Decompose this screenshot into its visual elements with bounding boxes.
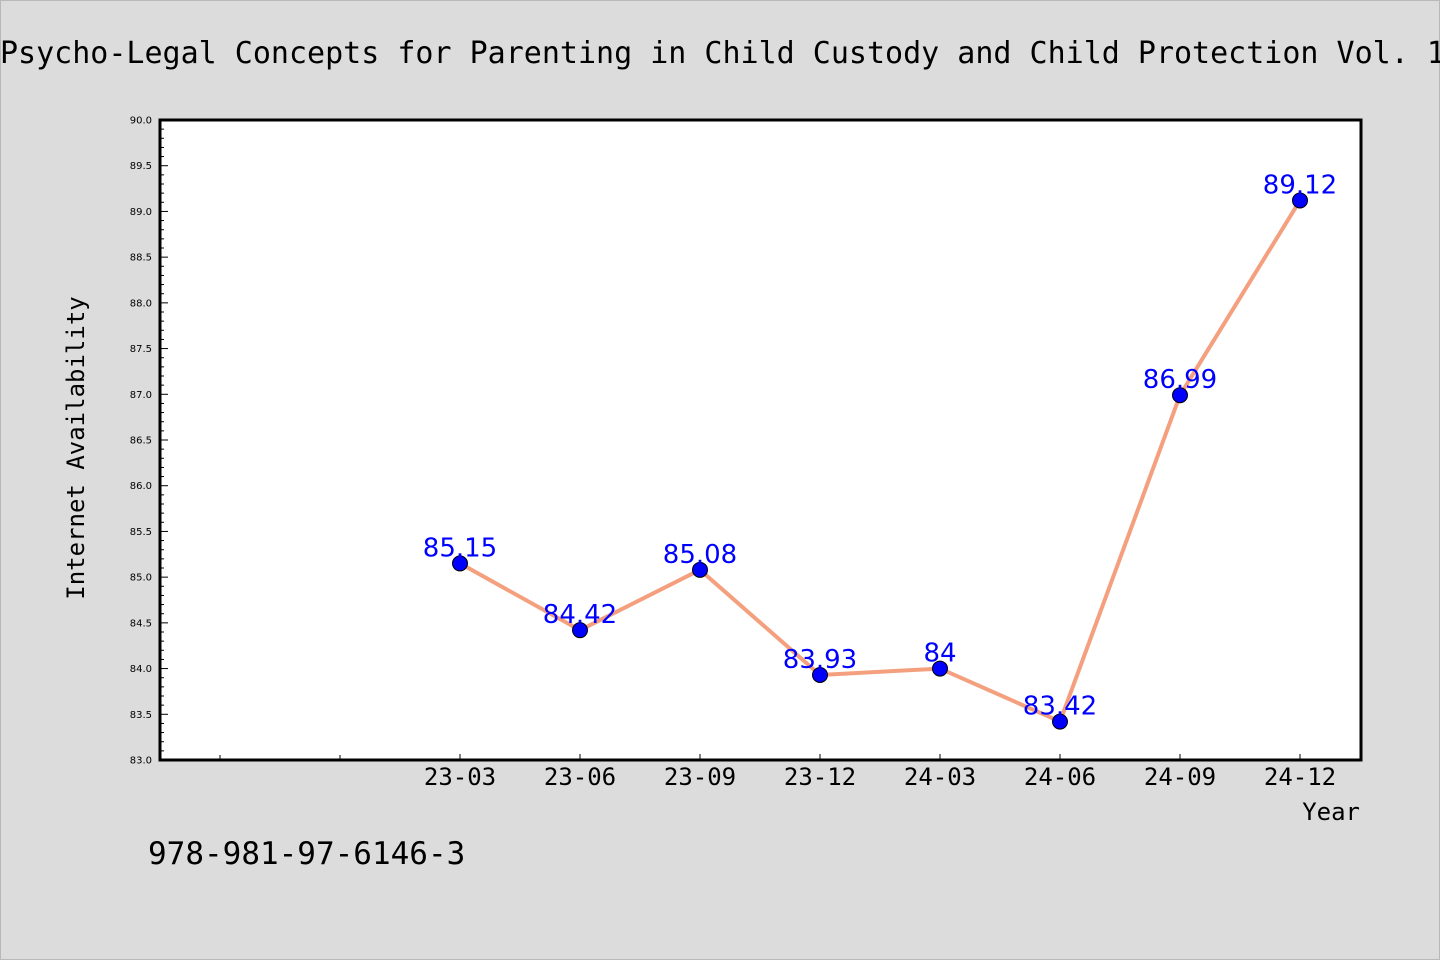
x-tick-label: 23-06 xyxy=(544,763,616,791)
y-tick-label: 88.0 xyxy=(130,298,152,309)
x-tick-label: 23-09 xyxy=(664,763,736,791)
y-tick-label: 87.5 xyxy=(130,344,152,355)
y-tick-label: 83.5 xyxy=(130,710,152,721)
chart-title: Psycho-Legal Concepts for Parenting in C… xyxy=(0,36,1440,71)
data-label: 83.93 xyxy=(783,645,857,675)
y-tick-label: 90.0 xyxy=(130,116,152,127)
data-point-marker xyxy=(1292,192,1308,209)
data-label: 84.42 xyxy=(543,600,617,630)
data-point-marker xyxy=(812,666,828,683)
data-point-marker xyxy=(452,555,468,572)
y-tick-label: 84.5 xyxy=(130,618,152,629)
x-axis: 23-03 23-06 23-09 23-12 24-03 24-06 24-09 24-12 xyxy=(219,754,1336,791)
y-tick-label: 89.5 xyxy=(130,161,152,172)
x-axis-label: Year xyxy=(1302,798,1360,826)
y-tick-label: 85.5 xyxy=(130,527,152,538)
y-tick-label: 84.0 xyxy=(130,664,152,675)
y-tick-label: 85.0 xyxy=(130,573,152,584)
data-label: 83.42 xyxy=(1023,692,1097,722)
data-point-marker xyxy=(1172,387,1188,404)
data-point-marker xyxy=(1052,713,1068,730)
data-label: 89.12 xyxy=(1263,170,1337,200)
x-tick-label: 24-03 xyxy=(904,763,976,791)
data-label: 85.08 xyxy=(663,540,737,570)
x-tick-label: 23-03 xyxy=(424,763,496,791)
x-tick-label: 23-12 xyxy=(784,763,856,791)
x-tick-label: 24-12 xyxy=(1264,763,1336,791)
y-tick-label: 83.0 xyxy=(130,756,152,767)
y-tick-label: 88.5 xyxy=(130,253,152,264)
y-tick-label: 86.0 xyxy=(130,481,152,492)
data-label: 85.15 xyxy=(423,533,497,563)
y-axis-label: Internet Availability xyxy=(62,296,90,599)
series-layer: 85.15 84.42 85.08 83.93 84 83.42 86.99 89.12 xyxy=(423,170,1337,730)
plot-area xyxy=(158,118,1363,762)
x-tick-label: 24-06 xyxy=(1024,763,1096,791)
y-tick-label: 89.0 xyxy=(130,207,152,218)
data-point-marker xyxy=(692,561,708,578)
data-label: 84 xyxy=(923,639,956,669)
y-tick-label: 87.0 xyxy=(130,390,152,401)
y-tick-label: 86.5 xyxy=(130,436,152,447)
data-point-marker xyxy=(572,622,588,639)
series-line xyxy=(459,199,1302,724)
x-tick-label: 24-09 xyxy=(1144,763,1216,791)
y-axis: 83.0 83.5 84.0 84.5 85.0 85.5 86.0 86.5 87.0 87.5… xyxy=(130,116,168,767)
data-label: 86.99 xyxy=(1143,365,1217,395)
isbn-footer: 978-981-97-6146-3 xyxy=(148,836,466,872)
data-point-marker xyxy=(932,660,948,677)
